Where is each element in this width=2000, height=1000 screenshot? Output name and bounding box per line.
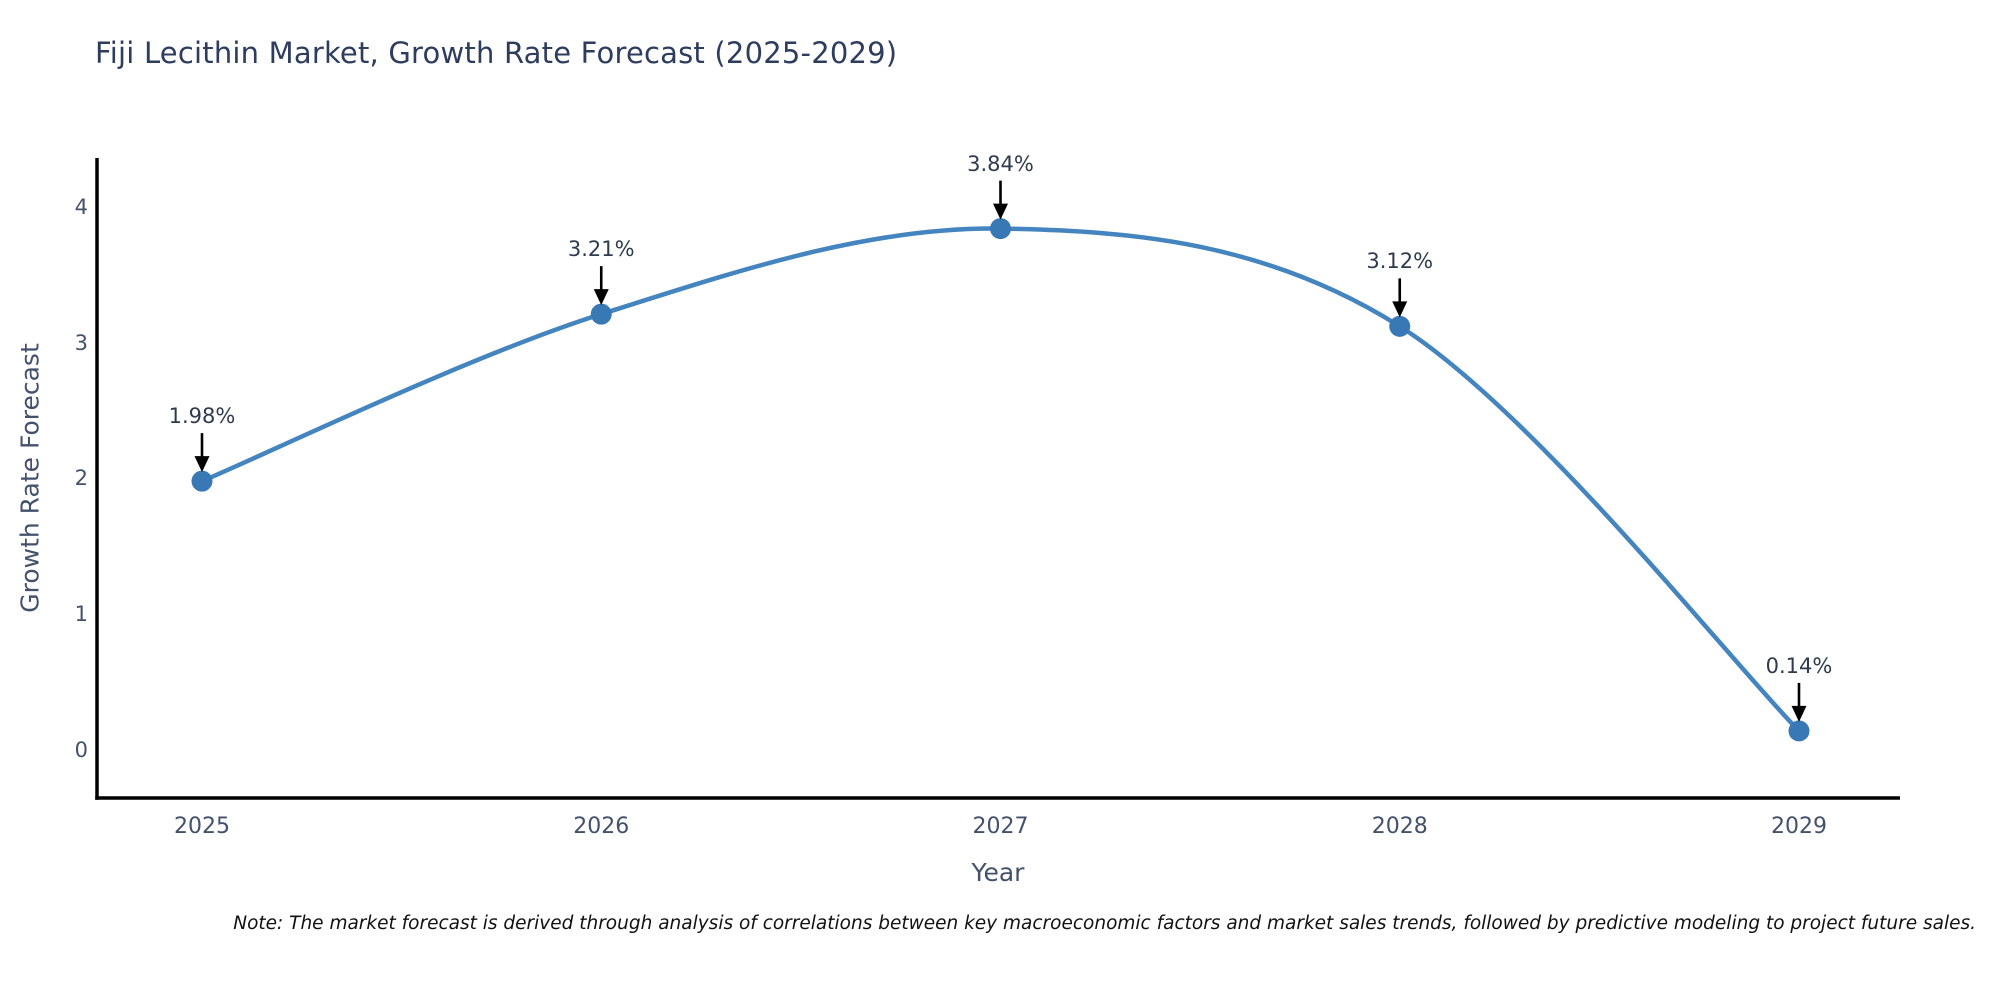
data-point-marker[interactable]	[1788, 720, 1810, 742]
y-tick-label: 4	[74, 194, 88, 219]
x-tick-label: 2028	[1371, 814, 1428, 839]
x-tick-label: 2026	[573, 814, 630, 839]
annotation-arrow-head	[593, 289, 609, 306]
y-tick-label: 0	[74, 737, 88, 762]
x-axis-title: Year	[971, 858, 1025, 887]
data-point-marker[interactable]	[191, 470, 213, 492]
annotation-arrow-head	[1791, 705, 1807, 722]
annotation-arrow-head	[992, 203, 1008, 220]
x-tick-label: 2025	[174, 814, 230, 839]
data-point-annotation: 3.21%	[567, 237, 635, 262]
data-point-marker[interactable]	[989, 218, 1011, 240]
y-tick-label: 3	[74, 330, 88, 355]
y-axis-title-text: Growth Rate Forecast	[15, 343, 45, 613]
data-point-annotation: 3.12%	[1366, 249, 1434, 274]
y-tick-label: 1	[74, 602, 88, 627]
annotation-arrow-head	[1392, 301, 1408, 318]
chart-title: Fiji Lecithin Market, Growth Rate Foreca…	[95, 36, 898, 70]
y-tick-label: 2	[74, 466, 88, 491]
data-point-marker[interactable]	[1389, 315, 1411, 337]
x-tick-label: 2029	[1770, 814, 1827, 839]
x-tick-label: 2027	[972, 814, 1029, 839]
data-point-annotation: 1.98%	[168, 404, 236, 429]
footnote: Note: The market forecast is derived thr…	[233, 913, 1976, 934]
y-axis-title: Growth Rate Forecast	[16, 343, 45, 613]
data-point-marker[interactable]	[590, 303, 612, 325]
data-point-annotation: 3.84%	[967, 151, 1034, 176]
data-point-annotation: 0.14%	[1765, 653, 1833, 678]
forecast-line	[199, 226, 1802, 734]
annotation-arrow-head	[194, 456, 210, 473]
